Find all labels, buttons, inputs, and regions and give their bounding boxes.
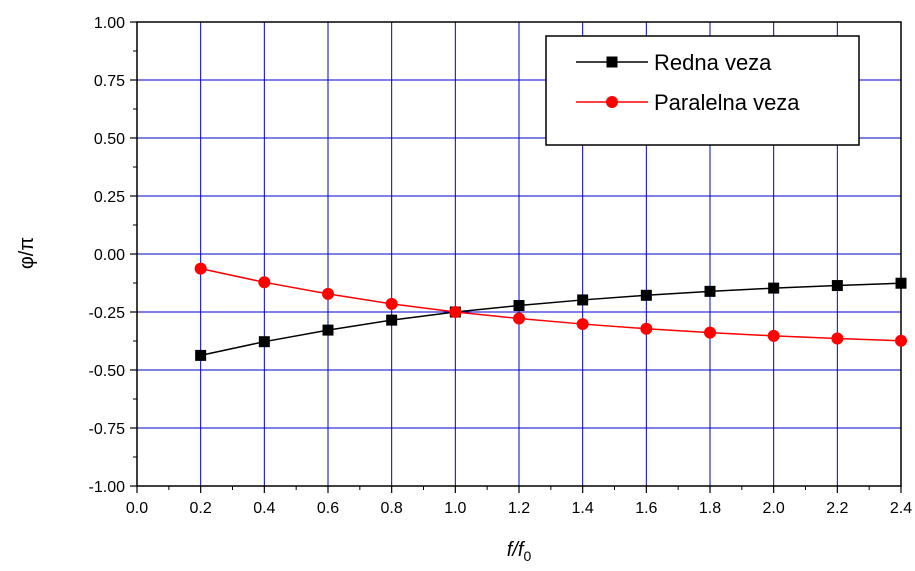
series-redna — [195, 277, 907, 361]
legend-box — [545, 35, 860, 146]
x-tick-label: 1.4 — [572, 500, 594, 517]
data-point-paralelna — [449, 306, 462, 318]
data-point-redna — [195, 349, 207, 361]
legend-label-paralelna: Paralelna veza — [654, 90, 800, 115]
x-tick-labels: 0.0 0.2 0.4 0.6 0.8 1.0 1.2 1.4 1.6 1.8 2.0 2.2 2.4 — [126, 500, 912, 517]
x-tick-label: 2.4 — [890, 500, 912, 517]
axis-ticks — [130, 21, 902, 493]
data-point-paralelna — [513, 312, 525, 325]
y-tick-label: 0.25 — [94, 189, 125, 206]
data-point-redna — [577, 294, 589, 306]
y-tick-label: -0.25 — [89, 305, 126, 322]
y-tick-label: 0.75 — [94, 73, 125, 90]
data-point-paralelna — [767, 329, 780, 342]
data-point-redna — [258, 336, 270, 348]
data-point-redna — [386, 314, 398, 326]
y-tick-label: 1.00 — [94, 15, 125, 32]
y-tick-label: -0.75 — [89, 421, 126, 438]
series-paralelna — [194, 262, 907, 347]
x-tick-label: 1.0 — [444, 500, 466, 517]
data-point-paralelna — [258, 276, 271, 289]
legend: Redna veza Paralelna veza — [545, 35, 860, 146]
data-point-redna — [322, 324, 334, 336]
data-point-redna — [704, 285, 716, 297]
x-tick-label: 0.4 — [253, 500, 275, 517]
x-axis-title: f/f0 — [507, 539, 532, 564]
x-tick-label: 0.2 — [190, 500, 212, 517]
data-point-paralelna — [704, 326, 716, 339]
data-point-paralelna — [576, 318, 589, 331]
x-tick-label: 0.8 — [381, 500, 403, 517]
series-layer — [194, 262, 907, 361]
x-tick-label: 0.0 — [126, 500, 148, 517]
y-tick-label: 0.00 — [94, 247, 125, 264]
legend-label-redna: Redna veza — [654, 50, 772, 75]
series-line-paralelna — [200, 267, 902, 342]
data-point-paralelna — [895, 334, 907, 347]
x-tick-label: 1.2 — [508, 500, 530, 517]
y-tick-labels: -1.00 -0.75 -0.50 -0.25 0.00 0.25 0.50 0.75 1.00 — [89, 15, 126, 496]
data-point-redna — [768, 282, 780, 294]
data-point-paralelna — [194, 262, 207, 275]
data-point-paralelna — [831, 332, 844, 345]
x-tick-label: 1.8 — [699, 500, 721, 517]
data-point-redna — [895, 277, 907, 289]
x-tick-label: 1.6 — [635, 500, 657, 517]
y-tick-label: 0.50 — [94, 131, 125, 148]
data-point-redna — [513, 300, 525, 312]
y-axis-title: φ/π — [16, 237, 38, 269]
x-tick-label: 2.0 — [763, 500, 785, 517]
y-tick-label: -1.00 — [89, 479, 126, 496]
series-line-redna — [200, 282, 902, 357]
legend-marker-redna — [606, 56, 618, 68]
data-point-paralelna — [385, 297, 398, 310]
legend-marker-paralelna — [606, 96, 618, 108]
data-point-paralelna — [322, 287, 334, 300]
y-tick-label: -0.50 — [89, 363, 126, 380]
data-point-redna — [640, 289, 652, 301]
x-tick-label: 0.6 — [317, 500, 339, 517]
data-point-paralelna — [640, 322, 653, 335]
data-point-redna — [831, 280, 843, 292]
x-tick-label: 2.2 — [826, 500, 848, 517]
